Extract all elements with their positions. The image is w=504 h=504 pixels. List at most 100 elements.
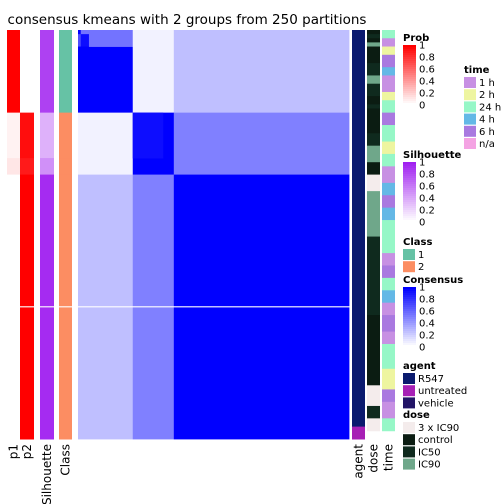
legend-gradient-step: [403, 345, 416, 348]
legend-gradient-step: [403, 95, 416, 98]
legend-title: dose: [403, 410, 430, 421]
consensus-block-8: [78, 112, 134, 175]
cell-time-2: [382, 46, 395, 56]
legend-gradient-step: [403, 77, 416, 80]
cell-time-12: [382, 166, 395, 184]
legend-tick-label: 0.6: [419, 307, 435, 318]
cell-dose-12: [367, 145, 380, 163]
legend-gradient-step: [403, 170, 416, 173]
legend-gradient-step: [403, 327, 416, 330]
legend-gradient-step: [403, 71, 416, 74]
legend-swatch: [464, 101, 476, 113]
cell-time-6: [382, 91, 395, 101]
legend-gradient-step: [403, 73, 416, 76]
consensus-block-0: [78, 30, 82, 35]
legend-gradient-step: [403, 220, 416, 223]
legend-tick-label: 1: [419, 283, 425, 294]
legend-gradient-step: [403, 208, 416, 211]
consensus-block-10: [132, 112, 164, 159]
legend-gradient-step: [403, 55, 416, 58]
legend-title: Consensus: [403, 275, 463, 286]
legend-gradient-step: [403, 51, 416, 54]
legend-item-label: vehicle: [418, 398, 454, 409]
cell-dose-7: [367, 83, 380, 97]
legend-gradient-step: [403, 103, 416, 106]
cell-dose-16: [367, 236, 380, 316]
legend-gradient-step: [403, 91, 416, 94]
cell-dose-5: [367, 63, 380, 76]
cell-dose-8: [367, 96, 380, 105]
cell-time-19: [382, 277, 395, 291]
cell-dose-9: [367, 104, 380, 109]
legend-swatch: [464, 89, 476, 101]
legend-swatch: [403, 434, 415, 446]
legend-title: time: [464, 65, 490, 76]
right-annotation-columns: [352, 30, 395, 440]
cell-time-5: [382, 75, 395, 93]
cell-time-23: [382, 331, 395, 345]
legend-gradient-step: [403, 83, 416, 86]
column-label-class: Class: [59, 444, 73, 476]
legend-title: agent: [403, 361, 436, 372]
legend-gradient-step: [403, 59, 416, 62]
legend-tick-label: 0.8: [419, 170, 435, 181]
legend-item-label: 4 h: [479, 115, 495, 126]
legend-item-label: n/a: [479, 139, 495, 150]
cell-time-7: [382, 100, 395, 114]
legend-gradient-step: [403, 97, 416, 100]
cell-time-14: [382, 195, 395, 209]
legend-item-label: control: [418, 435, 453, 446]
cell-time-15: [382, 207, 395, 221]
legend-tick-label: 0.2: [419, 89, 435, 100]
cell-p1-1: [7, 112, 20, 159]
legend-gradient-step: [403, 301, 416, 304]
legend-gradient-step: [403, 162, 416, 165]
legend-title: Prob: [403, 33, 429, 44]
legend-gradient-step: [403, 297, 416, 300]
consensus-block-7: [173, 30, 350, 114]
cell-time-20: [382, 290, 395, 304]
legend-gradient-step: [403, 182, 416, 185]
legend-gradient-step: [403, 311, 416, 314]
cell-time-10: [382, 141, 395, 155]
consensus-block-4: [78, 46, 134, 114]
legend-gradient-step: [403, 184, 416, 187]
legend-swatch: [403, 373, 415, 384]
legend-gradient-step: [403, 337, 416, 340]
legend-gradient-step: [403, 87, 416, 90]
cell-time-0: [382, 30, 395, 39]
legend-swatch: [403, 446, 415, 458]
consensus-block-5: [88, 30, 134, 47]
cell-time-1: [382, 38, 395, 48]
legend-tick-label: 0.2: [419, 331, 435, 342]
cell-p2-1: [20, 112, 34, 159]
cell-time-4: [382, 67, 395, 76]
legend-item-label: 1: [418, 250, 424, 261]
legend-gradient-step: [403, 93, 416, 96]
legend-gradient-step: [403, 200, 416, 203]
column-label-dose: dose: [367, 444, 381, 473]
legend-gradient-step: [403, 206, 416, 209]
cell-p1-0: [7, 30, 20, 114]
legend-gradient-step: [403, 321, 416, 324]
legend-item-label: untreated: [418, 386, 467, 397]
legend-tick-label: 0.4: [419, 194, 435, 205]
legend-gradient-step: [403, 216, 416, 219]
legend-item-label: IC90: [418, 460, 441, 471]
legend-swatch: [464, 125, 476, 137]
legend-gradient-step: [403, 305, 416, 308]
legend-gradient-step: [403, 47, 416, 50]
column-label-time: time: [382, 444, 396, 471]
cell-dose-11: [367, 133, 380, 147]
legend-gradient-step: [403, 339, 416, 342]
column-label-agent: agent: [352, 444, 366, 479]
cell-time-28: [382, 418, 395, 432]
legend-gradient-step: [403, 303, 416, 306]
legend-swatch: [403, 261, 415, 273]
legend-item-label: 1 h: [479, 78, 495, 89]
legend-gradient-step: [403, 204, 416, 207]
legend-gradient-step: [403, 69, 416, 72]
cell-agent-1: [352, 426, 365, 440]
